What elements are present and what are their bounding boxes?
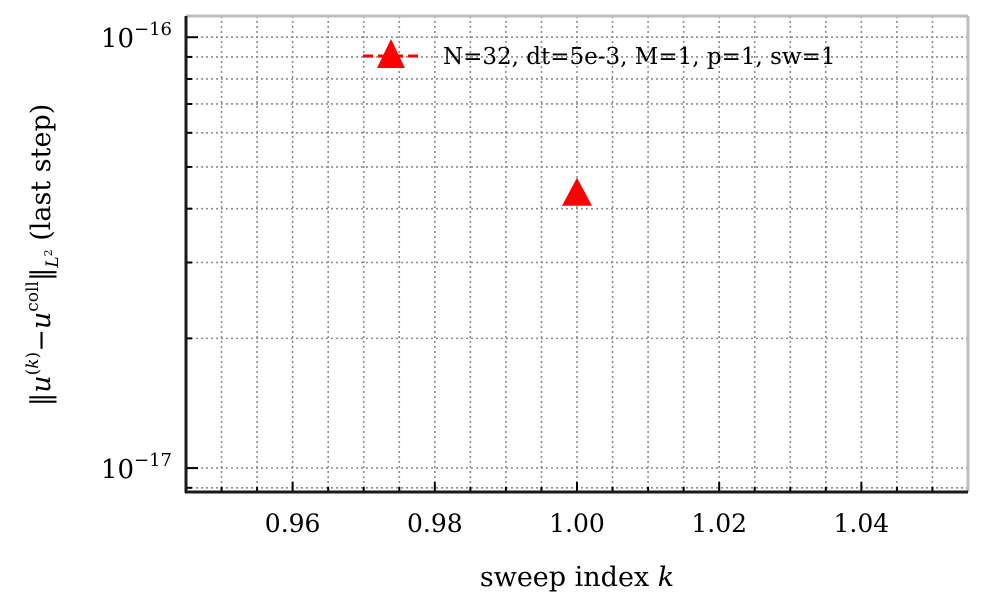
y-tick-exponent: −17 (134, 450, 172, 471)
plot-frame (184, 14, 970, 494)
y-tick-exponent: −16 (134, 19, 172, 40)
x-tick-label: 1.04 (834, 509, 890, 538)
x-tick-labels: 0.96 0.98 1.00 1.02 1.04 (265, 509, 889, 538)
x-tick-label: 0.98 (407, 509, 463, 538)
y-tick-label: 10−16 (101, 19, 172, 54)
x-tick-label: 1.02 (691, 509, 747, 538)
legend-handle (363, 39, 419, 68)
y-tick-label: 10−17 (101, 450, 172, 485)
y-tick-base: 10 (101, 455, 134, 485)
axis-ticks (186, 36, 934, 492)
data-point (562, 177, 592, 206)
x-tick-label: 1.00 (549, 509, 605, 538)
x-axis-label: sweep index k (480, 562, 674, 593)
data-points (562, 177, 592, 206)
x-tick-label: 0.96 (265, 509, 321, 538)
legend-entry-label: N=32, dt=5e-3, M=1, p=1, sw=1 (443, 44, 836, 70)
y-tick-base: 10 (101, 24, 134, 54)
legend: N=32, dt=5e-3, M=1, p=1, sw=1 (363, 39, 836, 70)
